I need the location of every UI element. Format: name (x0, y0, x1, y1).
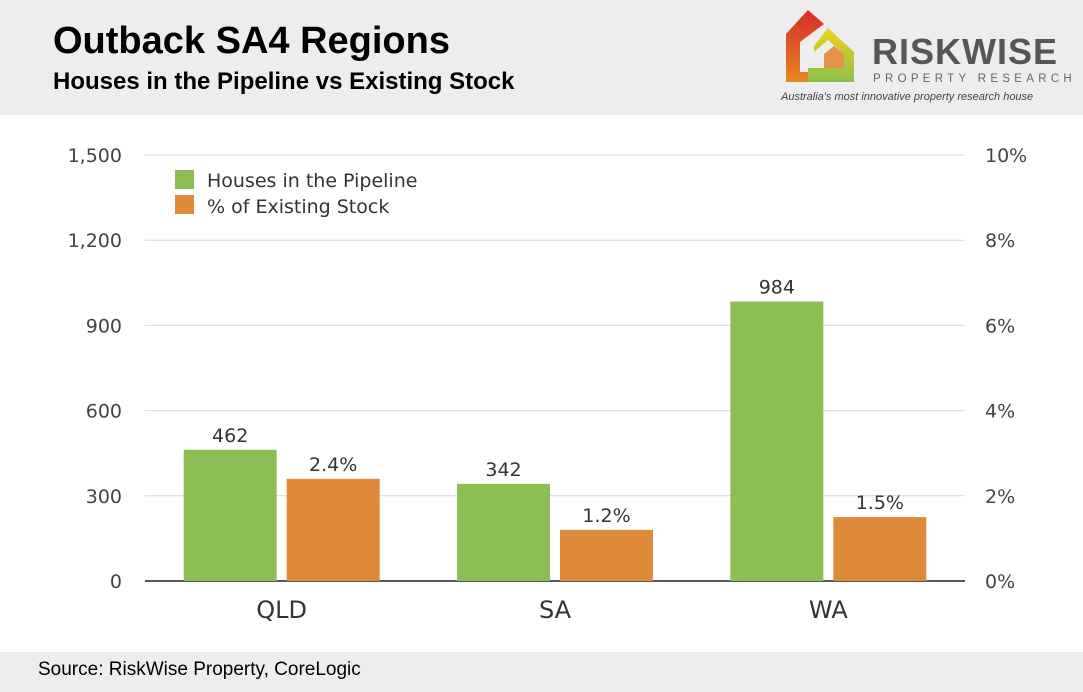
left-tick-label: 900 (86, 315, 122, 337)
category-label: SA (539, 596, 572, 624)
right-tick-label: 10% (985, 145, 1027, 167)
data-label: 984 (759, 277, 795, 299)
left-tick-label: 1,500 (68, 145, 122, 167)
legend-swatch-stock (175, 195, 194, 214)
data-label: 342 (485, 459, 521, 481)
left-tick-label: 1,200 (68, 230, 122, 252)
legend-swatch-pipeline (175, 170, 194, 189)
legend-label-stock: % of Existing Stock (207, 196, 389, 218)
bar-wa-stock (833, 517, 927, 581)
right-tick-label: 4% (985, 401, 1015, 423)
category-label: QLD (256, 596, 307, 624)
left-tick-label: 600 (86, 401, 122, 423)
footer (0, 652, 1083, 692)
bar-chart: 0 0% 300 2% 600 4% 900 6% 1,200 8% 1,500 10% 462 2.4… (68, 145, 1028, 624)
bar-wa-pipeline (730, 301, 824, 581)
data-label: 2.4% (309, 454, 357, 476)
source-note: Source: RiskWise Property, CoreLogic (38, 659, 361, 680)
category-label: WA (809, 596, 848, 624)
brand-tagline: Australia's most innovative property res… (781, 91, 1034, 103)
bar-qld-stock (286, 478, 380, 581)
data-label: 1.2% (582, 505, 630, 527)
left-tick-label: 300 (86, 486, 122, 508)
legend-label-pipeline: Houses in the Pipeline (207, 170, 417, 192)
bar-qld-pipeline (183, 449, 277, 581)
page-title: Outback SA4 Regions (53, 20, 450, 62)
right-tick-label: 6% (985, 315, 1015, 337)
right-tick-label: 8% (985, 230, 1015, 252)
right-tick-label: 0% (985, 571, 1015, 593)
right-tick-label: 2% (985, 486, 1015, 508)
page-subtitle: Houses in the Pipeline vs Existing Stock (53, 68, 515, 95)
header (0, 0, 1083, 115)
brand-subtitle: PROPERTY RESEARCH (873, 73, 1077, 85)
legend: Houses in the Pipeline % of Existing Sto… (175, 170, 417, 218)
brand-name: RISKWISE (872, 31, 1059, 72)
bar-sa-pipeline (457, 483, 550, 581)
riskwise-logo-icon (786, 10, 854, 82)
left-tick-label: 0 (110, 571, 122, 593)
bar-sa-stock (560, 529, 653, 581)
data-label: 462 (212, 425, 248, 447)
data-label: 1.5% (856, 492, 904, 514)
